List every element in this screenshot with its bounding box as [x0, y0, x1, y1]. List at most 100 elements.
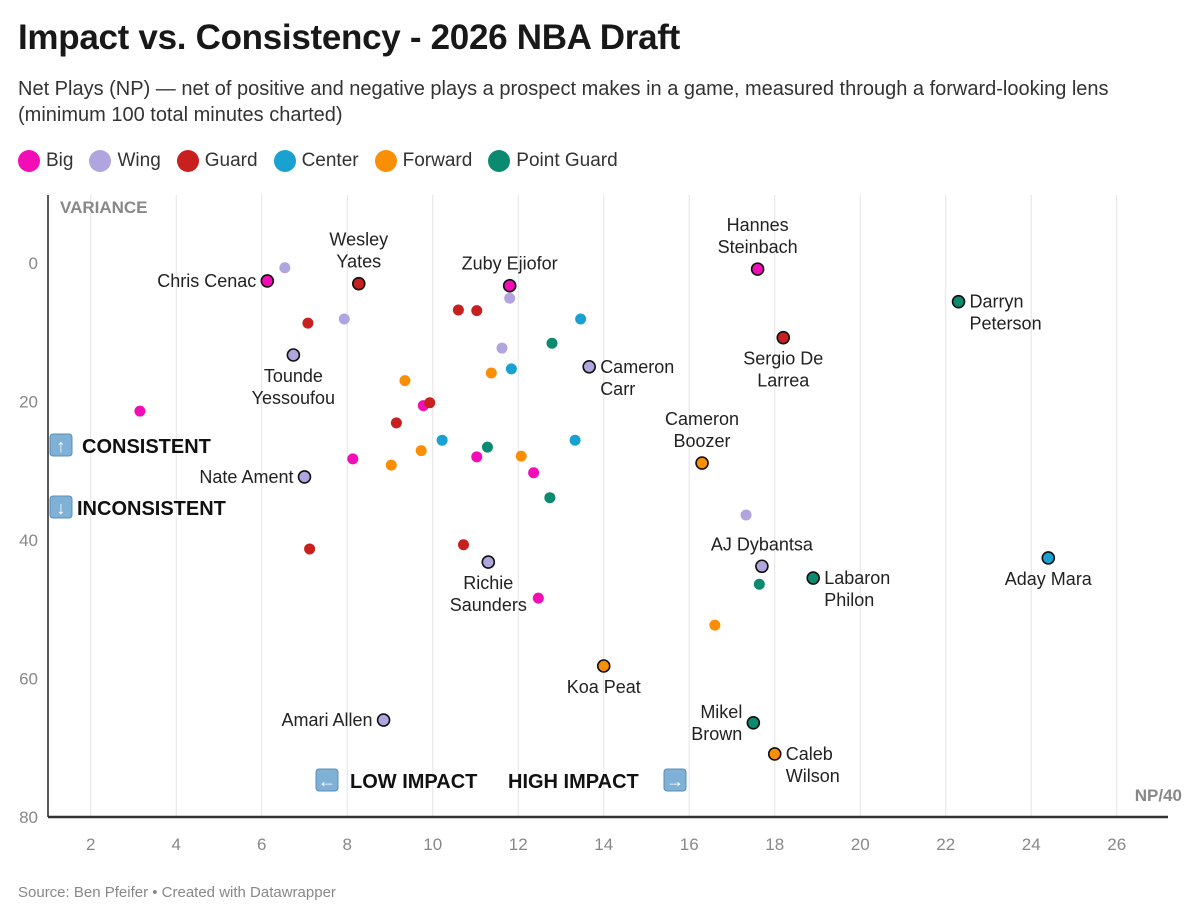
data-label: Amari Allen — [282, 710, 373, 730]
data-label-line: Saunders — [450, 595, 527, 615]
y-tick-label: 20 — [19, 392, 38, 411]
data-label: Richie Saunders — [450, 573, 527, 615]
data-label: Zuby Ejiofor — [462, 254, 558, 274]
data-label: Chris Cenac — [157, 271, 256, 291]
data-label-line: Caleb — [786, 744, 833, 764]
data-label: Mikel Brown — [691, 702, 742, 744]
y-tick-label: 40 — [19, 531, 38, 550]
data-label: Caleb Wilson — [786, 744, 840, 786]
data-point-labeled — [806, 571, 820, 585]
legend-swatch — [18, 150, 40, 172]
y-tick-label: 0 — [29, 254, 38, 273]
data-point — [338, 313, 350, 325]
x-tick-label: 20 — [851, 835, 870, 854]
legend-item-point-guard: Point Guard — [488, 150, 618, 172]
data-point — [504, 292, 516, 304]
legend-item-center: Center — [273, 150, 359, 172]
data-label: Koa Peat — [567, 677, 641, 697]
x-tick-label: 10 — [423, 835, 442, 854]
data-point-labeled — [502, 278, 517, 293]
y-tick-label: 60 — [19, 669, 38, 688]
arrow-left-glyph: ← — [318, 771, 336, 791]
data-point — [528, 467, 540, 479]
data-point — [347, 453, 359, 465]
data-point-labeled — [286, 348, 301, 362]
chart-title: Impact vs. Consistency - 2026 NBA Draft — [18, 18, 680, 57]
x-tick-label: 22 — [936, 835, 955, 854]
data-label-line: Brown — [691, 724, 742, 744]
data-point-labeled — [260, 274, 275, 288]
x-tick-label: 18 — [765, 835, 784, 854]
arrow-up-icon — [49, 433, 73, 457]
data-point — [569, 434, 581, 446]
data-point — [709, 619, 721, 631]
x-tick-label: 4 — [172, 835, 181, 854]
data-label-line: Nate Ament — [199, 467, 293, 487]
chart-subtitle: Net Plays (NP) — net of positive and neg… — [18, 78, 1109, 126]
data-point — [436, 434, 448, 446]
annotation-consistent: CONSISTENT — [82, 436, 211, 458]
data-point — [575, 313, 587, 325]
data-label-line: Boozer — [674, 431, 731, 451]
legend-label: Guard — [204, 150, 258, 171]
legend-label: Forward — [402, 150, 473, 171]
data-point — [481, 441, 493, 453]
source-note: Source: Ben Pfeifer • Created with Dataw… — [18, 884, 336, 901]
data-point-labeled — [776, 330, 791, 345]
data-label-line: Amari Allen — [282, 710, 373, 730]
data-label-line: Mikel — [700, 702, 742, 722]
data-point — [458, 539, 470, 551]
data-point — [546, 337, 558, 349]
data-point — [304, 543, 316, 555]
data-point — [485, 367, 497, 379]
annotation-high-impact: HIGH IMPACT — [508, 771, 639, 793]
data-label: Hannes Steinbach — [718, 215, 798, 257]
data-label-line: Yessoufou — [252, 388, 335, 408]
legend-label: Point Guard — [516, 150, 618, 171]
data-label: Cameron Carr — [600, 357, 674, 399]
data-label: Wesley Yates — [329, 230, 388, 272]
data-point — [302, 317, 314, 329]
data-point-labeled — [767, 747, 782, 761]
data-label-line: Cameron — [665, 409, 739, 429]
data-label: AJ Dybantsa — [711, 534, 814, 554]
arrow-down-glyph: ↓ — [57, 498, 66, 518]
legend-item-big: Big — [18, 150, 73, 172]
legend-item-forward: Forward — [374, 150, 473, 172]
data-point — [399, 375, 411, 387]
data-point — [740, 509, 752, 521]
x-tick-label: 16 — [680, 835, 699, 854]
arrow-down-icon — [49, 495, 73, 519]
data-label-line: Aday Mara — [1005, 569, 1093, 589]
data-label-line: Philon — [824, 590, 874, 610]
data-point — [471, 451, 483, 463]
y-tick-label: 80 — [19, 808, 38, 827]
arrow-right-glyph: → — [666, 771, 684, 791]
data-label: Labaron Philon — [824, 568, 890, 610]
data-point — [505, 363, 517, 375]
legend-item-guard: Guard — [176, 150, 258, 172]
data-point — [279, 262, 291, 274]
legend-label: Big — [46, 150, 74, 171]
data-label-line: Tounde — [264, 366, 323, 386]
data-label-line: Koa Peat — [567, 677, 641, 697]
data-point — [390, 417, 402, 429]
arrow-up-glyph: ↑ — [57, 436, 66, 456]
data-point-labeled — [582, 359, 596, 374]
data-label-line: Chris Cenac — [157, 271, 256, 291]
legend: Big Wing Guard Center Forward Point Guard — [18, 150, 618, 172]
data-point — [753, 578, 765, 590]
data-point-labeled — [297, 470, 312, 484]
data-label: Cameron Boozer — [665, 409, 739, 451]
legend-swatch — [89, 150, 112, 172]
data-label: Darryn Peterson — [970, 292, 1042, 334]
data-point — [471, 305, 483, 317]
legend-label: Wing — [117, 150, 161, 171]
x-tick-label: 2 — [86, 835, 95, 854]
legend-item-wing: Wing — [89, 150, 161, 172]
data-point — [424, 397, 436, 409]
data-point — [415, 445, 427, 457]
data-point — [134, 405, 146, 417]
data-point — [532, 592, 544, 604]
annotation-low-impact: LOW IMPACT — [350, 771, 477, 793]
